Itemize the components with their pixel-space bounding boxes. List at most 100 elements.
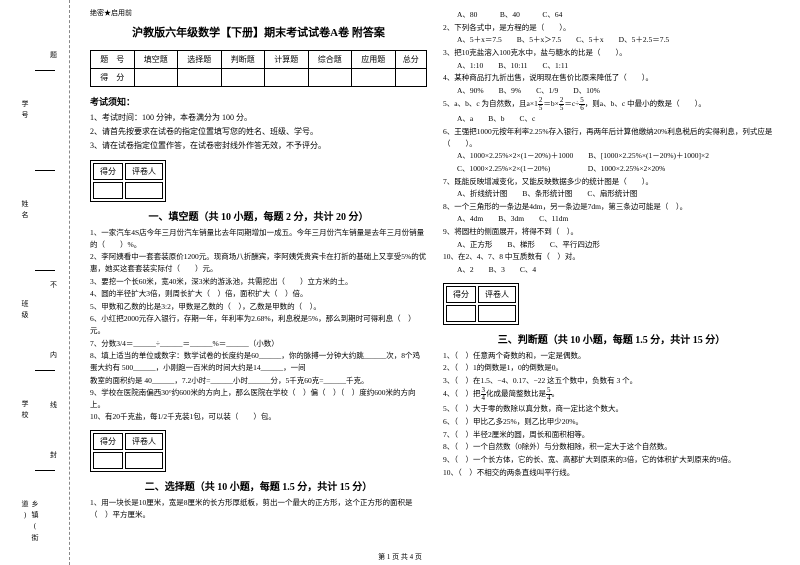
seal-char: 题: [50, 50, 57, 60]
margin-label-township: 乡镇(街道): [20, 500, 40, 565]
q-text: 。: [552, 390, 560, 399]
question: 1、（ ）任意两个奇数的和，一定是偶数。: [443, 350, 780, 362]
question: 4、圆的半径扩大3倍，则周长扩大（ ）倍，面积扩大（ ）倍。: [90, 288, 427, 300]
left-column: 绝密★启用前 沪教版六年级数学【下册】期末考试试卷A卷 附答案 题 号 填空题 …: [82, 8, 435, 561]
question: 4、某种商品打九折出售，说明现在售价比原来降低了（ ）。: [443, 72, 780, 84]
blank[interactable]: [446, 305, 476, 322]
th: 综合题: [308, 51, 352, 69]
margin-line: [35, 170, 55, 171]
options: C、1000×2.25%×2×(1－20%) D、1000×2.25%×2×20…: [443, 163, 780, 175]
td[interactable]: [265, 69, 309, 87]
table-row: 题 号 填空题 选择题 判断题 计算题 综合题 应用题 总分: [91, 51, 427, 69]
question: 6、王强把1000元按年利率2.25%存入银行，再两年后计算他缴纳20%利息税后…: [443, 126, 780, 149]
binding-margin: 乡镇(街道) 学校 班级 姓名 学号 封 内 不 线 题: [0, 0, 70, 565]
margin-label-class: 班级: [20, 300, 30, 322]
question: 4、（ ）把34化成最简整数比是54。: [443, 387, 780, 402]
rater-name: 评卷人: [125, 163, 163, 180]
question: 教室的面积约是 40______，7.2小时=______小时______分，5…: [90, 375, 427, 387]
rater-box: 得分评卷人: [443, 283, 519, 325]
margin-line: [35, 370, 55, 371]
blank[interactable]: [125, 452, 163, 469]
options: A、正方形 B、梯形 C、平行四边形: [443, 239, 780, 251]
score-table: 题 号 填空题 选择题 判断题 计算题 综合题 应用题 总分 得 分: [90, 50, 427, 87]
blank[interactable]: [478, 305, 516, 322]
blank[interactable]: [93, 182, 123, 199]
rater-score: 得分: [93, 163, 123, 180]
options: A、a B、b C、c: [443, 113, 780, 125]
th: 判断题: [221, 51, 265, 69]
rater-box: 得分评卷人: [90, 430, 166, 472]
options: A、5＋x＝7.5 B、5＋x＞7.5 C、5＋x D、5＋2.5＝7.5: [443, 34, 780, 46]
q-text: 4、（ ）把: [443, 390, 481, 399]
seal-char: 不: [50, 280, 57, 290]
question: 1、一家汽车4S店今年三月份汽车销量比去年同期增加一成五。今年三月份汽车销量是去…: [90, 227, 427, 250]
question: 7、既能反映增减变化，又能反映数据多少的统计图是（ ）。: [443, 176, 780, 188]
rater-name: 评卷人: [478, 286, 516, 303]
question: 8、填上适当的单位或数字：数学试卷的长度约是60______，你的脉搏一分钟大约…: [90, 350, 427, 373]
td[interactable]: [308, 69, 352, 87]
q-text: ，则a、b、c 中最小的数是（ ）。: [585, 100, 706, 109]
q-text: ＝c÷: [564, 100, 579, 109]
question: 8、（ ）一个自然数（0除外）与分数相除，积一定大于这个自然数。: [443, 441, 780, 453]
options: A、1:10 B、10:11 C、1:11: [443, 60, 780, 72]
question: 2、下列各式中，是方程的是（ ）。: [443, 22, 780, 34]
options: A、2 B、3 C、4: [443, 264, 780, 276]
options: A、4dm B、3dm C、11dm: [443, 213, 780, 225]
question: 3、把10克盐溶入100克水中，盐与糖水的比是（ ）。: [443, 47, 780, 59]
td: 得 分: [91, 69, 135, 87]
blank[interactable]: [93, 452, 123, 469]
margin-line: [35, 270, 55, 271]
page-footer: 第 1 页 共 4 页: [378, 552, 422, 562]
margin-line: [35, 70, 55, 71]
th: 填空题: [134, 51, 178, 69]
options: A、折线统计图 B、条形统计图 C、扇形统计图: [443, 188, 780, 200]
seal-char: 封: [50, 450, 57, 460]
question: 7、分数3/4＝______÷______＝______%＝______（小数）: [90, 338, 427, 350]
section-2-title: 二、选择题（共 10 小题，每题 1.5 分，共计 15 分）: [90, 478, 427, 493]
question: 3、要挖一个长60米，宽40米，深3米的游泳池，共需挖出（ ）立方米的土。: [90, 276, 427, 288]
question: 1、用一块长是10厘米，宽是8厘米的长方形厚纸板，剪出一个最大的正方形，这个正方…: [90, 497, 427, 520]
notice-item: 1、考试时间：100 分钟，本卷满分为 100 分。: [90, 112, 427, 124]
section-3-title: 三、判断题（共 10 小题，每题 1.5 分，共计 15 分）: [443, 331, 780, 346]
question: 3、（ ）在1.5、−4、0.17、−22 这五个数中，负数有 3 个。: [443, 375, 780, 387]
question: 10、（ ）不相交的两条直线叫平行线。: [443, 467, 780, 479]
seal-char: 线: [50, 400, 57, 410]
td[interactable]: [134, 69, 178, 87]
question: 7、（ ）半径2厘米的圆，周长和面积相等。: [443, 429, 780, 441]
margin-label-id: 学号: [20, 100, 30, 122]
blank[interactable]: [125, 182, 163, 199]
notice-item: 2、请首先按要求在试卷的指定位置填写您的姓名、班级、学号。: [90, 126, 427, 138]
question: 5、（ ）大于零的数除以真分数，商一定比这个数大。: [443, 403, 780, 415]
question: 5、甲数和乙数的比是3:2，甲数是乙数的（ ），乙数是甲数的（ ）。: [90, 301, 427, 313]
exam-title: 沪教版六年级数学【下册】期末考试试卷A卷 附答案: [90, 24, 427, 40]
question: 6、（ ）甲比乙多25%，则乙比甲少20%。: [443, 416, 780, 428]
td[interactable]: [395, 69, 427, 87]
q-text: 化成最简整数比是: [486, 390, 546, 399]
th: 题 号: [91, 51, 135, 69]
question: 9、（ ）一个长方体，它的长、宽、高都扩大到原来的3倍，它的体积扩大到原来的9倍…: [443, 454, 780, 466]
notice-heading: 考试须知：: [90, 95, 427, 108]
th: 计算题: [265, 51, 309, 69]
question: 10、在2、4、7、8 中互质数有（ ）对。: [443, 251, 780, 263]
td[interactable]: [352, 69, 396, 87]
td[interactable]: [221, 69, 265, 87]
rater-score: 得分: [446, 286, 476, 303]
secret-label: 绝密★启用前: [90, 8, 427, 18]
table-row: 得 分: [91, 69, 427, 87]
options: A、90% B、9% C、1/9 D、10%: [443, 85, 780, 97]
section-1-title: 一、填空题（共 10 小题，每题 2 分，共计 20 分）: [90, 208, 427, 223]
question: 5、a、b、c 为自然数，且a×125＝b×25＝c÷56，则a、b、c 中最小…: [443, 97, 780, 112]
question: 8、一个三角形的一条边是4dm，另一条边是7dm，第三条边可能是（ ）。: [443, 201, 780, 213]
q-text: ＝b×: [543, 100, 558, 109]
question: 2、（ ）1的倒数是1，0的倒数是0。: [443, 362, 780, 374]
seal-char: 内: [50, 350, 57, 360]
margin-line: [35, 470, 55, 471]
question: 10、有20千克盐，每1/2千克装1包，可以装（ ）包。: [90, 411, 427, 423]
question: 6、小红把2000元存入银行，存期一年，年利率为2.68%，利息税是5%，那么到…: [90, 313, 427, 336]
margin-label-name: 姓名: [20, 200, 30, 222]
rater-name: 评卷人: [125, 433, 163, 450]
th: 总分: [395, 51, 427, 69]
td[interactable]: [178, 69, 222, 87]
options: A、80 B、40 C、64: [443, 9, 780, 21]
q-text: 5、a、b、c 为自然数，且a×1: [443, 100, 538, 109]
